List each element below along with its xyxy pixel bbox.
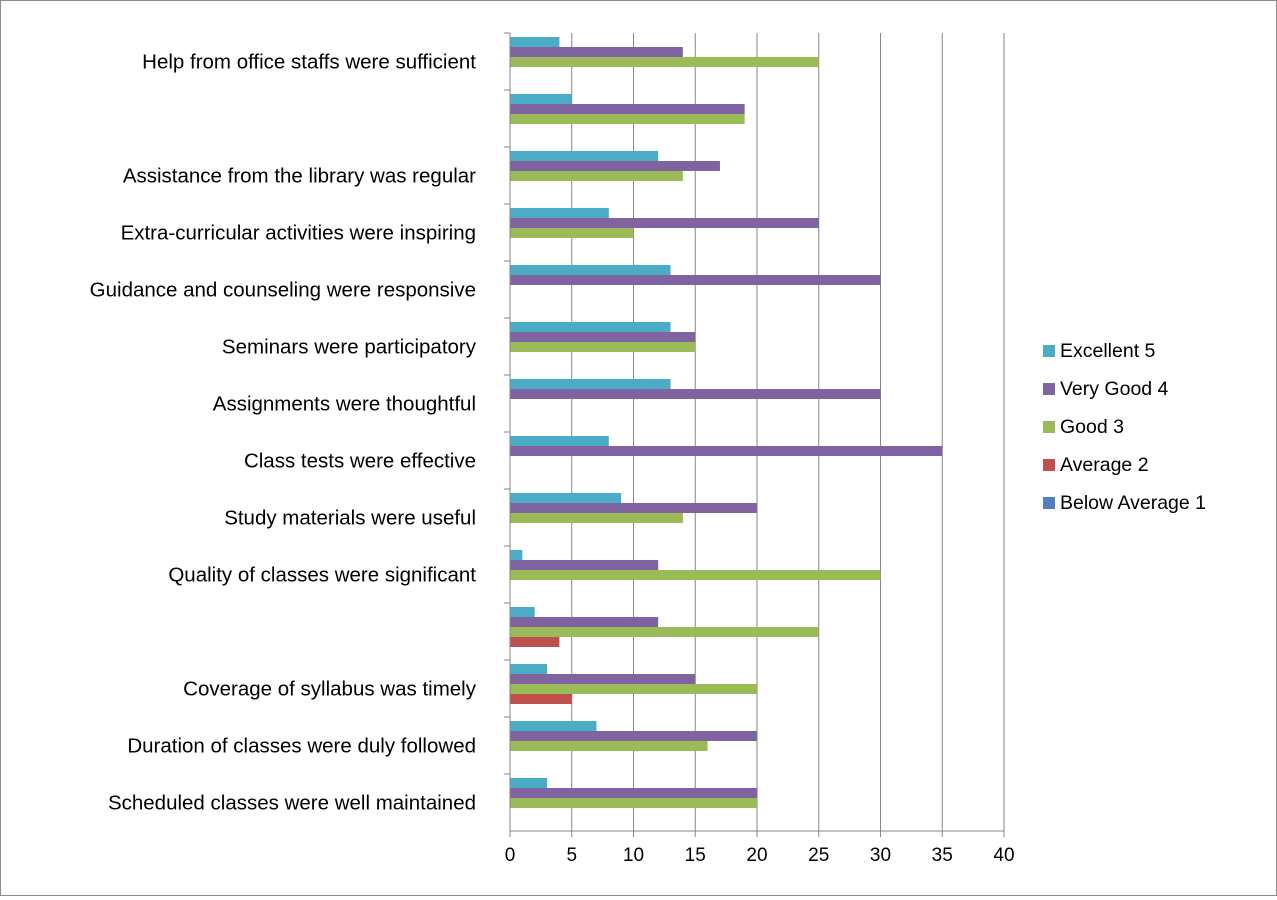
category-label: Assignments were thoughtful bbox=[213, 393, 476, 416]
bar bbox=[510, 684, 757, 694]
bar bbox=[510, 493, 622, 503]
category-label: Extra-curricular activities were inspiri… bbox=[121, 222, 476, 245]
legend-label: Average 2 bbox=[1060, 454, 1149, 476]
category-label: Coverage of syllabus was timely bbox=[183, 678, 477, 701]
bar bbox=[510, 503, 757, 513]
bar bbox=[510, 741, 708, 751]
bar bbox=[510, 436, 609, 446]
bar bbox=[510, 161, 720, 171]
bar bbox=[510, 265, 671, 275]
category-label: Scheduled classes were well maintained bbox=[108, 792, 476, 815]
category-label: Class tests were effective bbox=[244, 450, 476, 473]
bar bbox=[510, 627, 819, 637]
bar bbox=[510, 617, 659, 627]
bar bbox=[510, 322, 671, 332]
bar bbox=[510, 788, 757, 798]
legend-swatch bbox=[1043, 383, 1055, 395]
bar bbox=[510, 332, 696, 342]
bar bbox=[510, 37, 560, 47]
legend-swatch bbox=[1043, 345, 1055, 357]
bar bbox=[510, 674, 696, 684]
x-tick-label: 40 bbox=[993, 845, 1014, 866]
bar bbox=[510, 637, 560, 647]
bar bbox=[510, 607, 535, 617]
bar bbox=[510, 694, 572, 704]
bar bbox=[510, 104, 745, 114]
category-labels: Scheduled classes were well maintained Du… bbox=[90, 51, 477, 815]
bar bbox=[510, 731, 757, 741]
bar bbox=[510, 513, 683, 523]
bar bbox=[510, 778, 548, 788]
bar bbox=[510, 342, 696, 352]
category-label: Guidance and counseling were responsive bbox=[90, 279, 476, 302]
bar bbox=[510, 57, 819, 67]
axes bbox=[504, 32, 1005, 837]
category-label: Quality of classes were significant bbox=[168, 564, 476, 587]
bar bbox=[510, 275, 881, 285]
legend-swatch bbox=[1043, 497, 1055, 509]
bar bbox=[510, 550, 523, 560]
x-tick-label: 25 bbox=[808, 845, 829, 866]
category-label: Duration of classes were duly followed bbox=[127, 735, 476, 758]
legend-swatch bbox=[1043, 421, 1055, 433]
bar bbox=[510, 379, 671, 389]
category-label: Seminars were participatory bbox=[222, 336, 477, 359]
x-tick-label: 30 bbox=[870, 845, 891, 866]
category-label: Help from office staffs were sufficient bbox=[142, 51, 476, 74]
bar bbox=[510, 47, 683, 57]
bar bbox=[510, 208, 609, 218]
bar bbox=[510, 570, 881, 580]
x-tick-label: 5 bbox=[566, 845, 577, 866]
legend-label: Excellent 5 bbox=[1060, 340, 1156, 362]
x-tick-label: 20 bbox=[746, 845, 767, 866]
x-tick-labels: 0 5 10 15 20 25 30 35 40 bbox=[505, 845, 1015, 866]
bar bbox=[510, 171, 683, 181]
bar bbox=[510, 228, 634, 238]
bar bbox=[510, 114, 745, 124]
x-tick-label: 35 bbox=[932, 845, 953, 866]
x-tick-label: 10 bbox=[623, 845, 644, 866]
legend-label: Below Average 1 bbox=[1060, 492, 1206, 514]
x-tick-label: 15 bbox=[685, 845, 706, 866]
bar bbox=[510, 389, 881, 399]
legend-label: Very Good 4 bbox=[1060, 378, 1169, 400]
bar bbox=[510, 798, 757, 808]
legend-label: Good 3 bbox=[1060, 416, 1124, 438]
category-label: Study materials were useful bbox=[224, 507, 476, 530]
bar bbox=[510, 218, 819, 228]
category-label: Assistance from the library was regular bbox=[123, 165, 476, 188]
bar bbox=[510, 446, 943, 456]
bar bbox=[510, 664, 548, 674]
bar bbox=[510, 560, 659, 570]
legend-swatch bbox=[1043, 459, 1055, 471]
legend: Excellent 5 Very Good 4 Good 3 Average 2 Bel… bbox=[1043, 340, 1206, 514]
bar bbox=[510, 94, 572, 104]
bar bbox=[510, 721, 597, 731]
bar bbox=[510, 151, 659, 161]
x-tick-label: 0 bbox=[505, 845, 516, 866]
bar-series bbox=[510, 37, 943, 808]
